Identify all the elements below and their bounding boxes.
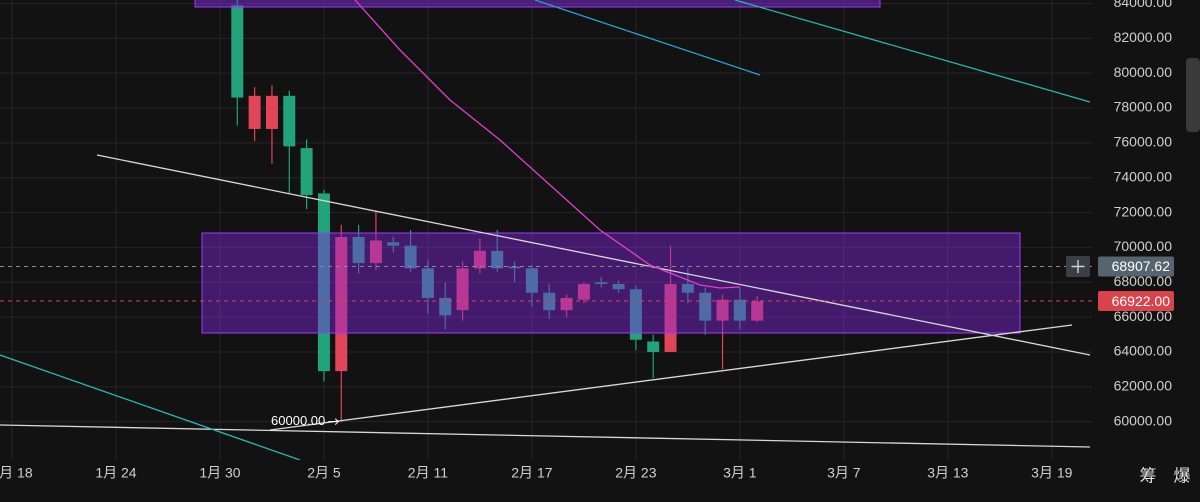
candle-body: [248, 95, 261, 129]
y-tick-label: 60000.00: [1114, 412, 1173, 428]
candle-body: [352, 236, 365, 264]
y-tick-label: 84000.00: [1114, 0, 1173, 10]
x-tick-label: 3月 13: [927, 465, 968, 481]
y-tick-label: 74000.00: [1114, 168, 1173, 184]
x-tick-label: 1月 30: [199, 465, 240, 481]
price-label: 68907.62: [1112, 258, 1171, 274]
y-tick-label: 78000.00: [1114, 99, 1173, 115]
x-tick-label: 2月 5: [307, 465, 341, 481]
annotation-label: 60000.00: [271, 413, 325, 428]
price-label: 66922.00: [1112, 293, 1171, 309]
price-label-box: [1098, 256, 1174, 277]
x-tick-label: 1月 24: [95, 465, 136, 481]
candle-body: [699, 292, 712, 321]
y-tick-label: 70000.00: [1114, 238, 1173, 254]
candle-body: [439, 297, 452, 316]
candles: [231, 0, 764, 422]
candle-body: [733, 299, 746, 321]
drawings: [0, 0, 1091, 460]
price-label-box: [1098, 291, 1174, 312]
candle-body: [647, 341, 660, 352]
x-tick-label: 2月 23: [615, 465, 656, 481]
y-tick-label: 72000.00: [1114, 203, 1173, 219]
candle-body: [577, 284, 590, 300]
candle-body: [681, 284, 694, 293]
trend-line: [0, 424, 1091, 448]
y-tick-label: 66000.00: [1114, 308, 1173, 324]
moving-average: [0, 354, 301, 460]
x-tick-label: 3月 19: [1031, 465, 1072, 481]
candle-body: [525, 268, 538, 293]
annotation-arrow: [328, 418, 339, 426]
zone-box: [201, 232, 1021, 334]
candle-body: [335, 236, 348, 372]
moving-average: [534, 0, 761, 76]
candle-body: [543, 292, 556, 311]
grid: [0, 0, 1092, 460]
candle-body: [629, 289, 642, 340]
scrollbar[interactable]: [1186, 58, 1200, 132]
candle-body: [317, 193, 330, 372]
candle-body: [283, 95, 296, 147]
candle-body: [595, 282, 608, 285]
moving-average: [354, 0, 741, 289]
x-tick-label: 1月 18: [0, 465, 33, 481]
candle-body: [265, 95, 278, 129]
y-tick-label: 64000.00: [1114, 343, 1173, 359]
y-tick-label: 80000.00: [1114, 64, 1173, 80]
x-tick-label: 3月 1: [723, 465, 757, 481]
candle-body: [421, 268, 434, 298]
y-tick-label: 62000.00: [1114, 378, 1173, 394]
toolbar-button[interactable]: 筹: [1140, 466, 1157, 485]
y-tick-label: 76000.00: [1114, 134, 1173, 150]
x-tick-label: 2月 17: [511, 465, 552, 481]
candle-body: [508, 266, 521, 269]
x-tick-label: 2月 11: [408, 465, 448, 481]
zone-box: [194, 0, 881, 8]
candle-body: [473, 250, 486, 269]
candle-body: [612, 284, 625, 290]
add-icon: [1071, 260, 1085, 273]
candle-body: [300, 148, 313, 196]
trend-line: [269, 324, 1073, 431]
toolbar-button[interactable]: 爆: [1174, 466, 1191, 485]
moving-average: [734, 0, 1091, 103]
candle-body: [231, 5, 244, 98]
y-tick-label: 82000.00: [1114, 29, 1173, 45]
candle-body: [751, 301, 764, 321]
y-tick-label: 68000.00: [1114, 273, 1173, 289]
candle-body: [369, 240, 382, 264]
x-tick-label: 3月 7: [827, 465, 861, 481]
overlay: 68907.62 66922.00 60000.00: [0, 256, 1174, 428]
candle-body: [491, 250, 504, 269]
candle-body: [456, 268, 469, 311]
candle-body: [387, 242, 400, 246]
candle-body: [404, 245, 417, 269]
trend-line: [96, 154, 1091, 356]
candle-body: [716, 299, 729, 321]
